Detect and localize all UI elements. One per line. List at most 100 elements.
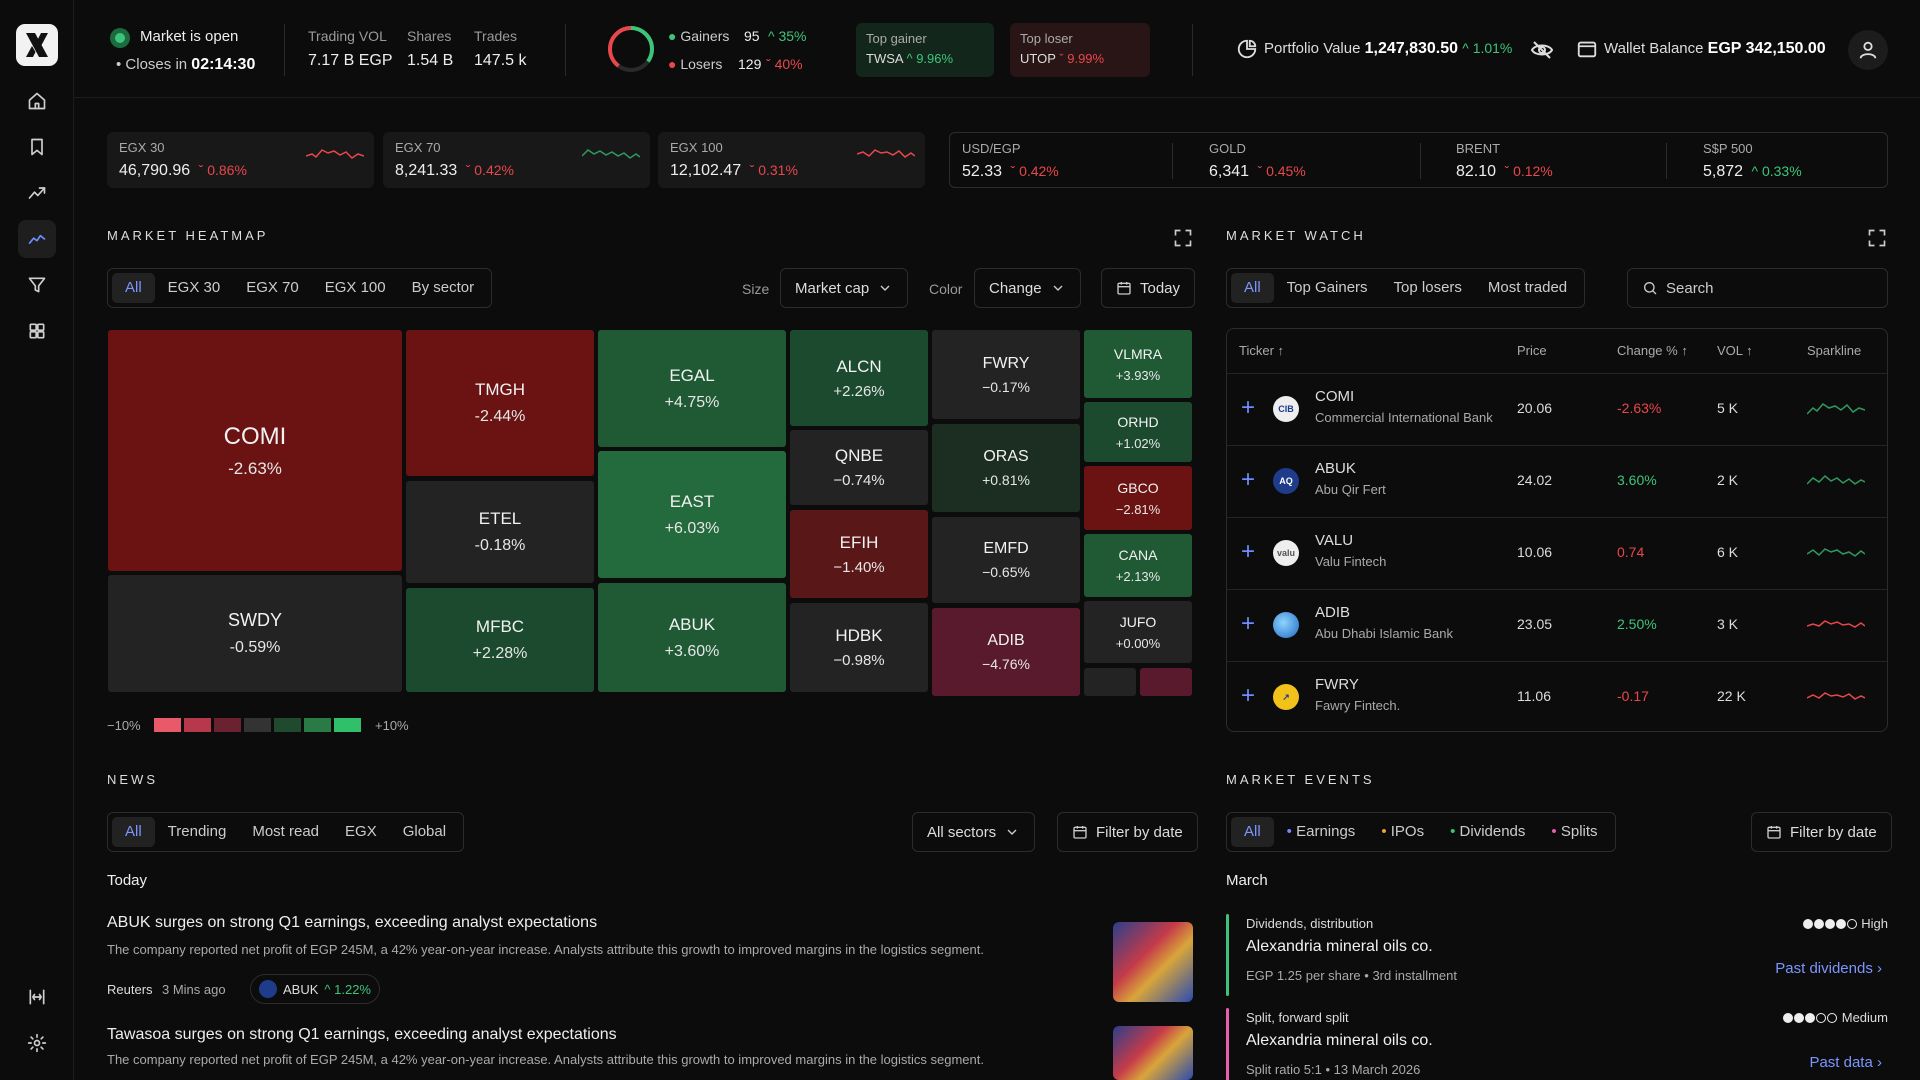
nav-markets[interactable]: [18, 220, 56, 258]
closes-label: • Closes in 02:14:30: [116, 56, 256, 73]
asset-sp500[interactable]: S$P 500 5,872 ^ 0.33%: [1703, 141, 1802, 180]
index-sparkline: [582, 149, 640, 159]
heatmap-tile-vlmra[interactable]: VLMRA +3.93%: [1084, 330, 1192, 398]
event-item[interactable]: Dividends, distribution Alexandria miner…: [1226, 914, 1888, 996]
heatmap-tile-small[interactable]: [1084, 668, 1136, 696]
add-watch-button[interactable]: +: [1241, 538, 1256, 565]
heatmap-tile-orhd[interactable]: ORHD +1.02%: [1084, 402, 1192, 462]
heatmap-tile-efih[interactable]: EFIH −1.40%: [790, 510, 928, 598]
nav-apps[interactable]: [18, 312, 56, 350]
heatmap-expand-icon[interactable]: [1173, 228, 1193, 248]
past-dividends-link[interactable]: Past dividends ›: [1775, 960, 1882, 977]
add-watch-button[interactable]: +: [1241, 466, 1256, 493]
index-card-egx30[interactable]: EGX 30 46,790.96 ˇ 0.86%: [107, 132, 374, 188]
col-price[interactable]: Price: [1517, 343, 1547, 358]
heatmap-tile-east[interactable]: EAST +6.03%: [598, 451, 786, 578]
app-logo[interactable]: [16, 24, 58, 66]
events-tab-splits[interactable]: • Splits: [1551, 823, 1598, 840]
table-row[interactable]: + CIB COMI Commercial International Bank …: [1227, 373, 1887, 445]
heatmap-tab-egx30[interactable]: EGX 30: [167, 279, 221, 296]
news-tab-trending[interactable]: Trending: [167, 823, 227, 840]
news-thumbnail[interactable]: [1113, 1026, 1193, 1080]
news-filter-date-button[interactable]: Filter by date: [1057, 812, 1198, 852]
heatmap-tab-egx70[interactable]: EGX 70: [246, 279, 299, 296]
watch-tab-all[interactable]: All: [1231, 273, 1274, 303]
table-row[interactable]: + ADIB Abu Dhabi Islamic Bank 23.05 2.50% 3…: [1227, 589, 1887, 661]
nav-screener[interactable]: [18, 266, 56, 304]
asset-brent[interactable]: BRENT 82.10 ˇ 0.12%: [1456, 141, 1553, 180]
news-sectors-select[interactable]: All sectors: [912, 812, 1036, 852]
table-row[interactable]: + ↗ FWRY Fawry Fintech. 11.06 -0.17 22 K: [1227, 661, 1887, 733]
heatmap-tile-egal[interactable]: EGAL +4.75%: [598, 330, 786, 447]
heatmap-tile-hdbk[interactable]: HDBK −0.98%: [790, 603, 928, 692]
heatmap-tile-abuk[interactable]: ABUK +3.60%: [598, 583, 786, 692]
table-row[interactable]: + valu VALU Valu Fintech 10.06 0.74 6 K: [1227, 517, 1887, 589]
user-avatar[interactable]: [1848, 30, 1888, 70]
watch-search-input[interactable]: Search: [1627, 268, 1888, 308]
heatmap-tile-jufo[interactable]: JUFO +0.00%: [1084, 601, 1192, 663]
col-vol[interactable]: VOL ↑: [1717, 343, 1753, 358]
trending-up-icon: [28, 187, 46, 199]
col-ticker[interactable]: Ticker ↑: [1239, 343, 1285, 358]
heatmap-tile-etel[interactable]: ETEL -0.18%: [406, 481, 594, 583]
heatmap-tab-egx100[interactable]: EGX 100: [324, 279, 386, 296]
hide-balance-icon[interactable]: [1530, 38, 1554, 62]
top-gainer-card[interactable]: Top gainer TWSA ^ 9.96%: [856, 23, 994, 77]
heatmap-tile-fwry[interactable]: FWRY −0.17%: [932, 330, 1080, 419]
news-tab-egx[interactable]: EGX: [345, 823, 377, 840]
heatmap-tile-gbco[interactable]: GBCO −2.81%: [1084, 466, 1192, 530]
heatmap-tab-all[interactable]: All: [112, 273, 155, 303]
watch-tab-gainers[interactable]: Top Gainers: [1286, 279, 1368, 296]
past-data-link[interactable]: Past data ›: [1809, 1054, 1882, 1071]
news-thumbnail[interactable]: [1113, 922, 1193, 1002]
table-row[interactable]: + AQ ABUK Abu Qir Fert 24.02 3.60% 2 K: [1227, 445, 1887, 517]
add-watch-button[interactable]: +: [1241, 394, 1256, 421]
watch-tab-traded[interactable]: Most traded: [1487, 279, 1568, 296]
heatmap-tile-alcn[interactable]: ALCN +2.26%: [790, 330, 928, 426]
events-tab-all[interactable]: All: [1231, 817, 1274, 847]
events-tab-dividends[interactable]: • Dividends: [1450, 823, 1526, 840]
heatmap-tile-small[interactable]: [1140, 668, 1192, 696]
col-change[interactable]: Change % ↑: [1617, 343, 1688, 358]
heatmap-tile-adib[interactable]: ADIB −4.76%: [932, 608, 1080, 696]
index-card-egx100[interactable]: EGX 100 12,102.47 ˇ 0.31%: [658, 132, 925, 188]
size-label: Size: [742, 281, 770, 297]
watch-expand-icon[interactable]: [1867, 228, 1887, 248]
heatmap-tab-sector[interactable]: By sector: [411, 279, 475, 296]
row-sparkline: [1807, 620, 1865, 628]
asset-usd-egp[interactable]: USD/EGP 52.33 ˇ 0.42%: [962, 141, 1059, 180]
add-watch-button[interactable]: +: [1241, 610, 1256, 637]
nav-settings[interactable]: [18, 1024, 56, 1062]
watch-tab-losers[interactable]: Top losers: [1393, 279, 1462, 296]
top-loser-card[interactable]: Top loser UTOP ˇ 9.99%: [1010, 23, 1150, 77]
color-select[interactable]: Change: [974, 268, 1081, 308]
nav-collapse[interactable]: [18, 978, 56, 1016]
heatmap-tile-emfd[interactable]: EMFD −0.65%: [932, 517, 1080, 603]
add-watch-button[interactable]: +: [1241, 682, 1256, 709]
news-ticker-chip[interactable]: ABUK ^ 1.22%: [250, 974, 380, 1004]
event-item[interactable]: Split, forward split Alexandria mineral …: [1226, 1008, 1888, 1080]
asset-gold[interactable]: GOLD 6,341 ˇ 0.45%: [1209, 141, 1306, 180]
news-tab-global[interactable]: Global: [402, 823, 447, 840]
events-tab-earnings[interactable]: • Earnings: [1286, 823, 1356, 840]
size-select[interactable]: Market cap: [780, 268, 909, 308]
nav-watchlist[interactable]: [18, 128, 56, 166]
news-tab-most-read[interactable]: Most read: [252, 823, 320, 840]
heatmap-tile-tmgh[interactable]: TMGH -2.44%: [406, 330, 594, 476]
heatmap-tile-mfbc[interactable]: MFBC +2.28%: [406, 588, 594, 692]
heatmap-tile-qnbe[interactable]: QNBE −0.74%: [790, 430, 928, 505]
events-tab-ipos[interactable]: • IPOs: [1381, 823, 1425, 840]
news-item-title[interactable]: Tawasoa surges on strong Q1 earnings, ex…: [107, 1026, 617, 1043]
events-group-label: March: [1226, 872, 1268, 889]
news-item-title[interactable]: ABUK surges on strong Q1 earnings, excee…: [107, 914, 598, 931]
index-card-egx70[interactable]: EGX 70 8,241.33 ˇ 0.42%: [383, 132, 650, 188]
heatmap-tile-swdy[interactable]: SWDY -0.59%: [108, 575, 402, 692]
events-filter-date-button[interactable]: Filter by date: [1751, 812, 1892, 852]
nav-trends[interactable]: [18, 174, 56, 212]
heatmap-date-button[interactable]: Today: [1101, 268, 1196, 308]
news-tab-all[interactable]: All: [112, 817, 155, 847]
heatmap-tile-cana[interactable]: CANA +2.13%: [1084, 534, 1192, 597]
heatmap-tile-oras[interactable]: ORAS +0.81%: [932, 424, 1080, 512]
heatmap-tile-comi[interactable]: COMI -2.63%: [108, 330, 402, 571]
nav-home[interactable]: [18, 82, 56, 120]
